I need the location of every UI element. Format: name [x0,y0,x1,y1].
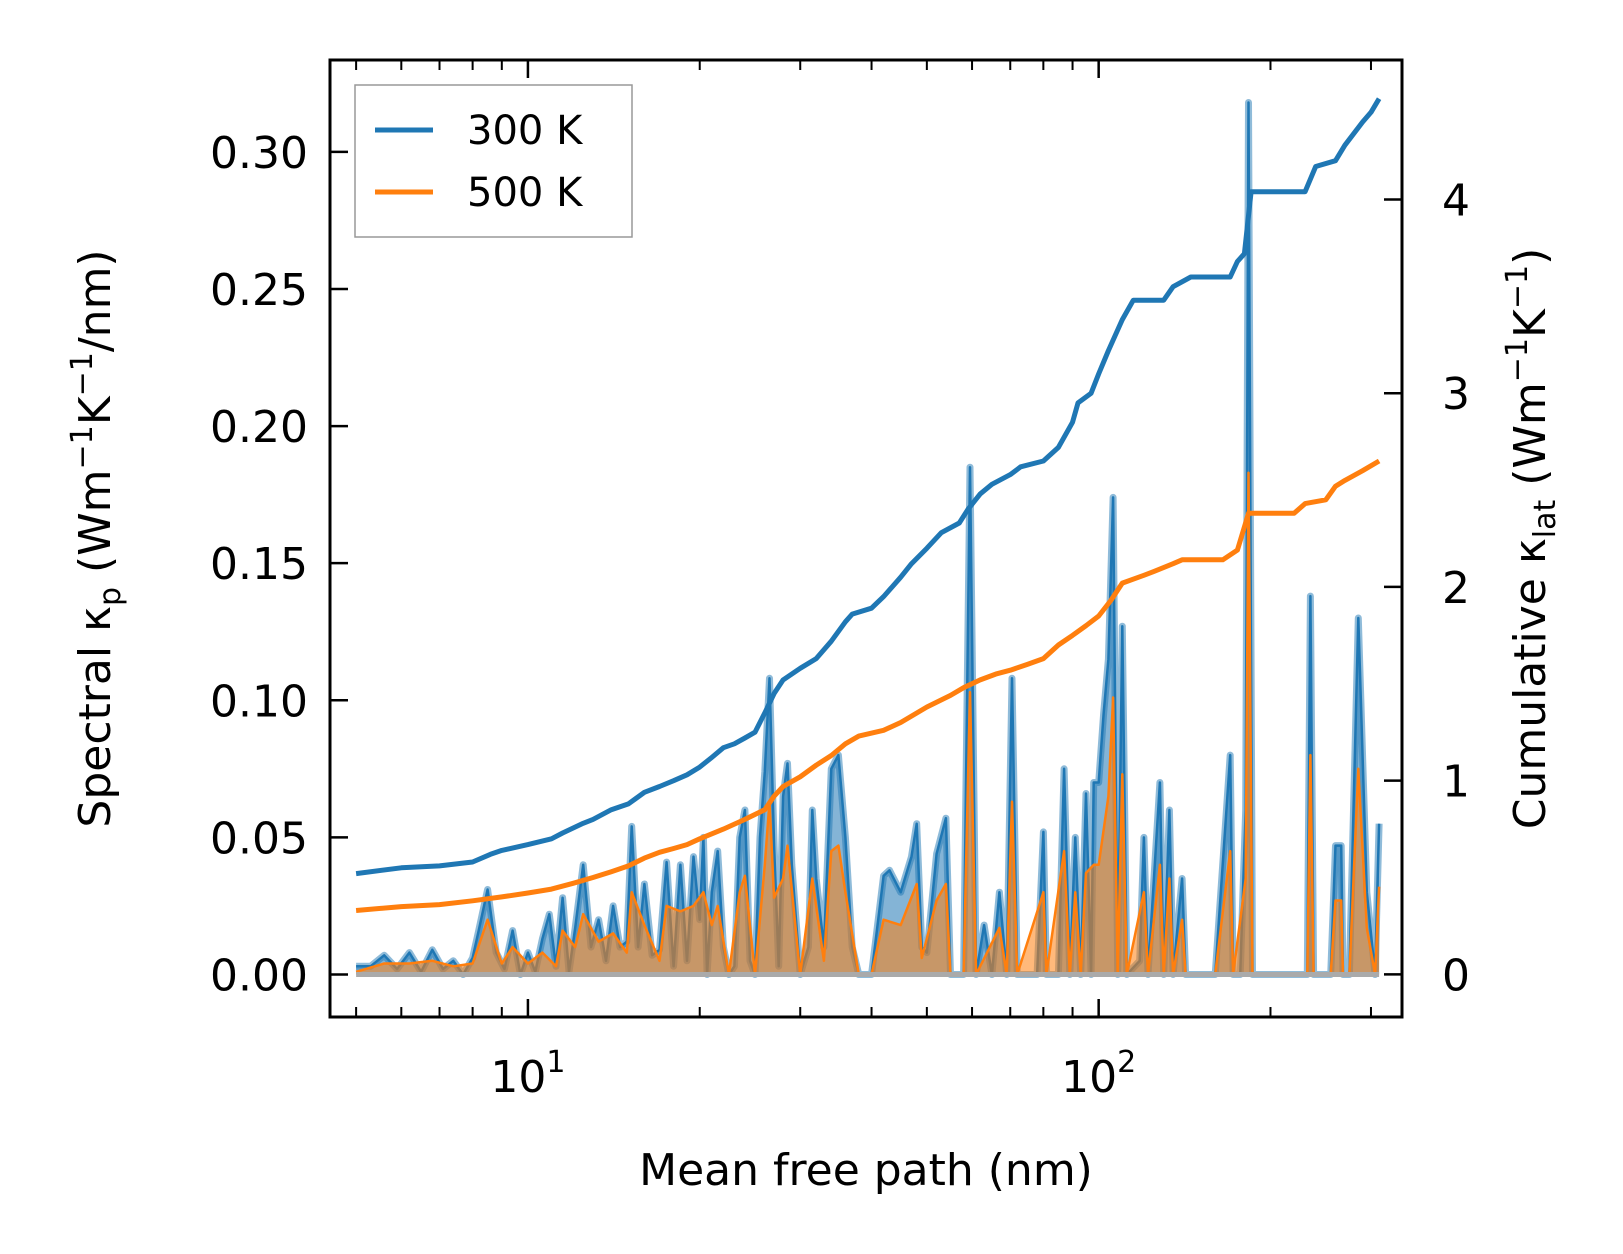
y-left-tick-label: 0.30 [210,128,308,179]
y-left-axis-title-mid1: (Wm [70,469,121,587]
y-left-axis-title-sup1: −1 [65,425,100,469]
plot-area [355,97,1383,978]
legend-box [354,84,633,238]
cumulative-300k-line [355,97,1382,877]
y-left-tick-label: 0.25 [210,265,308,316]
legend-label-1: 500 K [467,170,584,216]
cumulative-500k-line [355,458,1381,913]
axes: 101 1020.000.050.100.150.200.250.3001234M… [65,58,1563,1196]
y-left-axis-title-prefix: Spectral κ [70,606,121,828]
y-right-axis-title-mid1: (Wm [1505,382,1556,500]
y-left-axis-title: Spectral κp (Wm−1K−1/nm) [65,249,128,827]
y-left-tick-label: 0.10 [210,676,308,727]
x-tick-label-exp: 2 [1117,1045,1136,1080]
y-right-axis-title-mid2: K [1505,308,1556,338]
legend-label-0: 300 K [467,108,584,154]
x-tick-label-base: 10 [1061,1052,1117,1103]
y-right-axis-title-sup1: −1 [1500,338,1535,382]
x-tick-label: 102 [1061,1045,1136,1103]
y-left-tick-label: 0.05 [210,813,308,864]
y-left-axis-title-suffix: /nm) [70,249,121,352]
y-left-tick-label: 0.15 [210,539,308,590]
y-right-axis-title-suffix: ) [1505,248,1556,265]
y-left-axis-title-sub: p [93,587,128,606]
y-right-tick-label: 4 [1442,175,1470,226]
legend: 300 K 500 K [354,84,633,238]
x-tick-label-base: 10 [490,1052,546,1103]
y-left-tick-label: 0.20 [210,402,308,453]
x-tick-label: 101 [490,1045,565,1103]
y-right-axis-title: Cumulative κlat (Wm−1K−1) [1500,248,1563,830]
y-right-axis-title-sup2: −1 [1500,265,1535,309]
spectral-500k-line [355,471,1381,976]
y-right-tick-label: 0 [1442,950,1470,1001]
x-axis-title: Mean free path (nm) [639,1145,1093,1196]
axes-frame [328,58,1404,1019]
y-right-axis-title-prefix: Cumulative κ [1505,538,1556,829]
y-right-tick-label: 3 [1442,369,1470,420]
y-right-tick-label: 2 [1442,563,1470,614]
y-right-axis-title-sub: lat [1528,500,1563,539]
y-left-axis-title-sup2: −1 [65,352,100,396]
y-left-tick-label: 0.00 [210,950,308,1001]
y-left-axis-title-mid2: K [70,395,121,425]
y-right-tick-label: 1 [1442,757,1470,808]
x-tick-label-exp: 1 [546,1045,565,1080]
